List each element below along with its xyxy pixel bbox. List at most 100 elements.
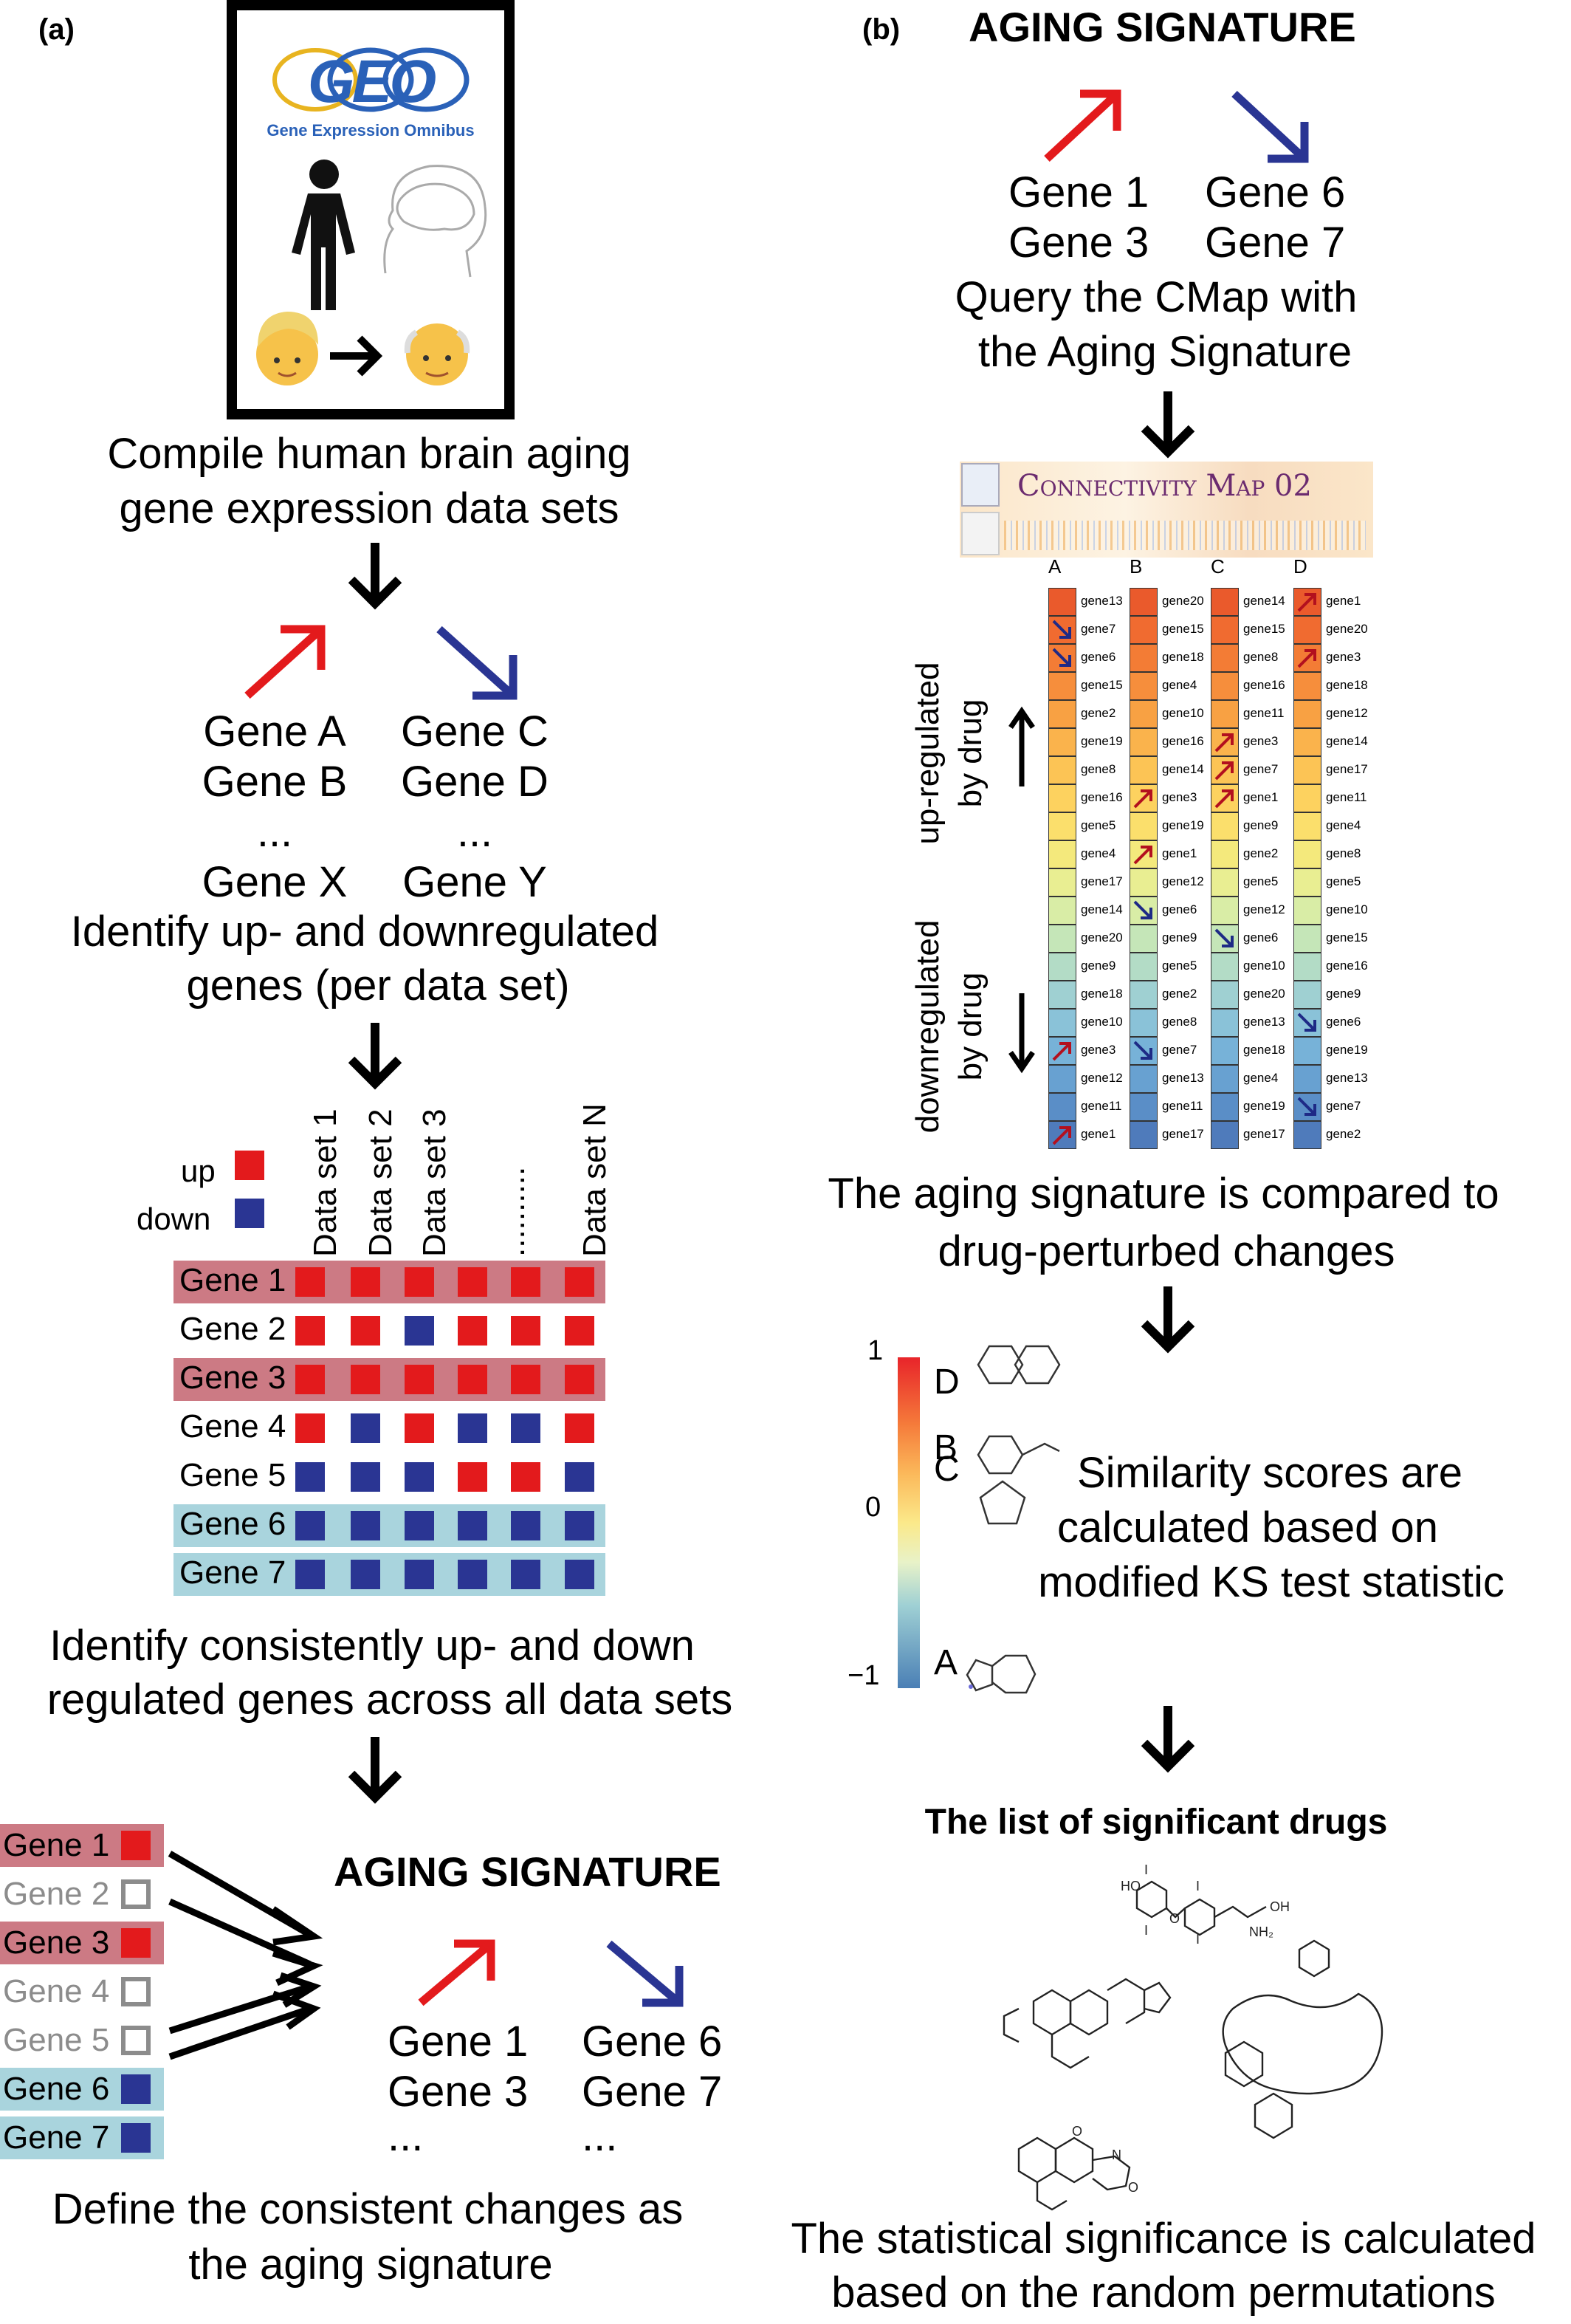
rank-gene-label: gene13: [1162, 1071, 1204, 1085]
panel-b-label: (b): [862, 13, 901, 46]
down-gene-4: Gene Y: [402, 858, 547, 906]
rank-gene-label: gene19: [1326, 1043, 1368, 1057]
rank-up-arrow-icon: [1052, 1126, 1071, 1145]
rank-gene-label: gene3: [1081, 1043, 1116, 1057]
rank-cell: [1048, 1009, 1076, 1037]
rank-gene-label: gene20: [1081, 930, 1123, 945]
rank-cell: [1293, 897, 1321, 925]
dataset-header: Data set N: [577, 1103, 613, 1257]
similarity-colorbar: [898, 1357, 920, 1688]
down-arrow-icon: [348, 1023, 402, 1090]
rank-cell: [1293, 1037, 1321, 1065]
rank-down-arrow-icon: [1133, 1041, 1152, 1060]
rank-cell: [1048, 784, 1076, 812]
struct-label-7: O: [1169, 1911, 1180, 1926]
rank-cell: [1130, 1093, 1158, 1121]
step1-line2: gene expression data sets: [119, 484, 619, 532]
down-arrow-blue-icon: [436, 625, 518, 700]
down-cell: [511, 1560, 540, 1589]
rank-down-arrow-icon: [1133, 900, 1152, 919]
rank-gene-label: gene17: [1081, 874, 1123, 888]
rank-cell: [1211, 981, 1239, 1009]
up-cell: [121, 1928, 151, 1958]
sig-a-up-1: Gene 1: [388, 2018, 529, 2066]
rank-cell: [1130, 588, 1158, 616]
down-gene-2: Gene D: [401, 758, 549, 806]
sig-b-up-1: Gene 1: [1008, 168, 1149, 216]
rank-cell: [1130, 644, 1158, 672]
rank-down-arrow-icon: [1297, 1097, 1316, 1116]
rank-gene-label: gene14: [1081, 902, 1123, 916]
significance-line1: The statistical significance is calculat…: [791, 2215, 1536, 2263]
arrow-right-icon: [330, 335, 383, 377]
up-gene-4: Gene X: [202, 858, 348, 906]
score-label: B: [934, 1428, 958, 1468]
rank-cell: [1048, 1093, 1076, 1121]
rank-cell: [1048, 588, 1076, 616]
dataset-header: Data set 1: [307, 1108, 343, 1257]
rank-gene-label: gene7: [1081, 622, 1116, 636]
rank-gene-label: gene9: [1243, 818, 1279, 832]
down-cell: [405, 1462, 434, 1492]
up-arrow-red-icon: [1044, 89, 1121, 162]
rank-cell: [1211, 1009, 1239, 1037]
rank-cell: [1130, 925, 1158, 953]
compare-line2: drug-perturbed changes: [938, 1227, 1395, 1275]
geo-logo-text: GEO: [307, 48, 436, 115]
down-arrow-icon: [348, 1737, 402, 1804]
cyclopentane-icon: [979, 1480, 1026, 1525]
up-gene-2: Gene B: [202, 758, 348, 806]
up-cell: [295, 1365, 325, 1394]
rank-cell: [1048, 1065, 1076, 1093]
down-arrow-icon: [1008, 993, 1035, 1074]
down-cell: [295, 1560, 325, 1589]
rank-gene-label: gene3: [1162, 790, 1197, 804]
rank-gene-label: gene2: [1081, 706, 1116, 720]
down-arrow-blue-icon: [1231, 90, 1309, 163]
rank-cell: [1130, 728, 1158, 756]
rank-cell: [1130, 868, 1158, 897]
rank-gene-label: gene13: [1081, 594, 1123, 608]
down-cell: [295, 1511, 325, 1540]
rank-gene-label: gene9: [1081, 959, 1116, 973]
down-arrow-icon: [1141, 391, 1195, 459]
compare-line1: The aging signature is compared to: [828, 1170, 1499, 1218]
brain-head-icon: [383, 165, 487, 278]
dataset-header: ..........: [495, 1166, 532, 1257]
side-label-down: downregulated by drug: [910, 919, 989, 1134]
rank-cell: [1293, 728, 1321, 756]
up-cell: [511, 1365, 540, 1394]
down-gene-3: ...: [456, 808, 493, 856]
rank-cell: [1293, 868, 1321, 897]
rank-gene-label: gene5: [1243, 874, 1279, 888]
step4-line2: the aging signature: [188, 2241, 553, 2289]
rank-gene-label: gene12: [1243, 902, 1285, 916]
up-gene-3: ...: [256, 808, 293, 856]
down-cell: [458, 1413, 487, 1443]
rank-gene-label: gene6: [1243, 930, 1279, 945]
human-silhouette-icon: [292, 160, 355, 310]
rank-gene-label: gene19: [1243, 1099, 1285, 1113]
rank-cell: [1293, 953, 1321, 981]
rank-gene-label: gene18: [1081, 987, 1123, 1001]
down-cell: [121, 2123, 151, 2153]
rank-gene-label: gene9: [1326, 987, 1361, 1001]
selected-gene-label: Gene 6: [3, 2071, 110, 2107]
selected-gene-label: Gene 4: [3, 1973, 110, 2009]
struct-label-5: I: [1196, 1932, 1200, 1947]
rank-gene-label: gene4: [1243, 1071, 1279, 1085]
down-cell: [511, 1413, 540, 1443]
scale-tick-min: −1: [848, 1660, 880, 1691]
up-cell: [565, 1316, 594, 1346]
rank-gene-label: gene11: [1326, 790, 1367, 804]
rank-gene-label: gene3: [1326, 650, 1361, 664]
rank-up-arrow-icon: [1214, 761, 1234, 781]
rank-gene-label: gene20: [1162, 594, 1204, 608]
step3-line2: regulated genes across all data sets: [47, 1676, 733, 1724]
rank-cell: [1048, 868, 1076, 897]
step2-line2: genes (per data set): [186, 962, 570, 1010]
rank-gene-label: gene6: [1326, 1015, 1361, 1029]
rank-gene-label: gene2: [1243, 846, 1279, 860]
rank-cell: [1211, 616, 1239, 644]
up-cell: [351, 1267, 380, 1297]
